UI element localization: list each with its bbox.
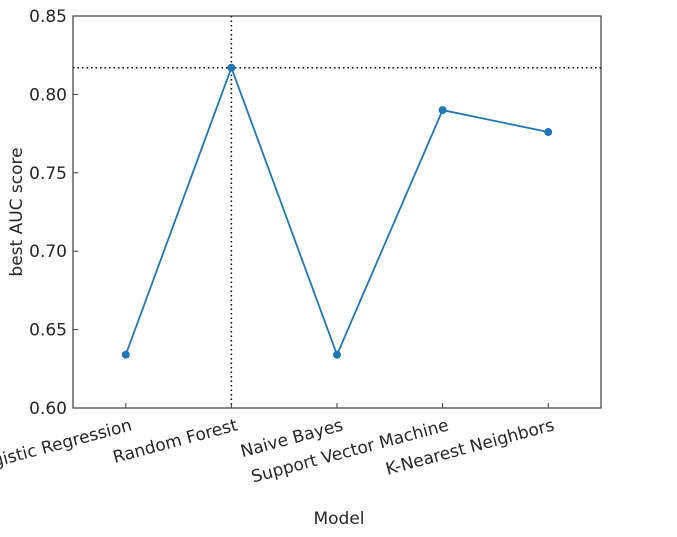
data-point-3 (333, 350, 341, 359)
series-line (124, 65, 549, 358)
y-tick-label: 0.75 (29, 164, 67, 184)
y-tick-label: 0.65 (29, 321, 67, 341)
reference-lines (73, 16, 601, 408)
series-layer (121, 63, 553, 359)
y-axis-title: best AUC score (7, 147, 27, 276)
data-point-2 (227, 63, 236, 72)
data-point-1 (121, 350, 130, 359)
y-tick-label: 0.85 (29, 7, 67, 27)
y-axis: 0.60 0.65 0.70 0.75 0.80 0.85 (29, 7, 78, 419)
y-tick-label: 0.70 (29, 242, 67, 262)
x-axis-title: Model (313, 509, 364, 529)
data-point-5 (544, 128, 553, 137)
data-point-4 (438, 106, 447, 115)
y-tick-label: 0.60 (29, 399, 67, 419)
plot-frame (72, 15, 602, 409)
axes-frame (72, 15, 602, 409)
y-tick-label: 0.80 (29, 85, 67, 105)
x-tick-label: Logistic Regression (0, 416, 134, 478)
